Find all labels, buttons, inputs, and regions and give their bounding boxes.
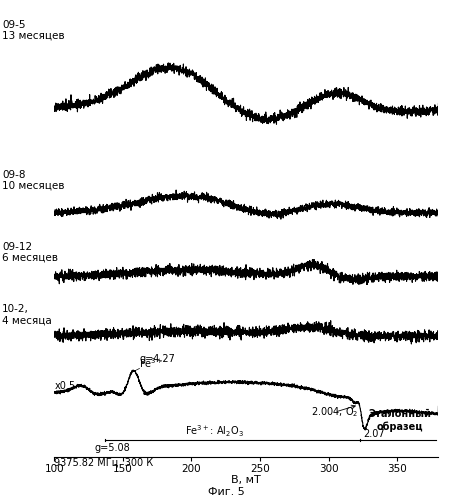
Text: 09-5: 09-5 bbox=[2, 20, 26, 30]
Text: g=5.08: g=5.08 bbox=[94, 443, 129, 453]
Text: Fe$^{3+}$: Al$_2$O$_3$: Fe$^{3+}$: Al$_2$O$_3$ bbox=[184, 424, 243, 440]
Text: 10 месяцев: 10 месяцев bbox=[2, 181, 64, 191]
Text: Фиг. 5: Фиг. 5 bbox=[207, 487, 244, 497]
Text: 13 месяцев: 13 месяцев bbox=[2, 31, 65, 41]
Text: g=4.27: g=4.27 bbox=[136, 354, 175, 370]
Text: 6 месяцев: 6 месяцев bbox=[2, 253, 58, 263]
Text: 09-8: 09-8 bbox=[2, 170, 26, 180]
X-axis label: B, мТ: B, мТ bbox=[231, 475, 261, 485]
Text: Эталонный
образец: Эталонный образец bbox=[368, 409, 431, 432]
Text: 4 месяца: 4 месяца bbox=[2, 315, 52, 325]
Text: 2.004, O$_2$: 2.004, O$_2$ bbox=[310, 405, 358, 419]
Text: х0.5: х0.5 bbox=[54, 381, 75, 391]
Text: 09-12: 09-12 bbox=[2, 242, 32, 252]
Text: 10-2,: 10-2, bbox=[2, 304, 29, 314]
Text: Fe$^{3+}$: Fe$^{3+}$ bbox=[139, 357, 163, 370]
Text: 2.07: 2.07 bbox=[362, 430, 384, 440]
Text: 9375.82 МГц  300 К: 9375.82 МГц 300 К bbox=[54, 458, 153, 468]
